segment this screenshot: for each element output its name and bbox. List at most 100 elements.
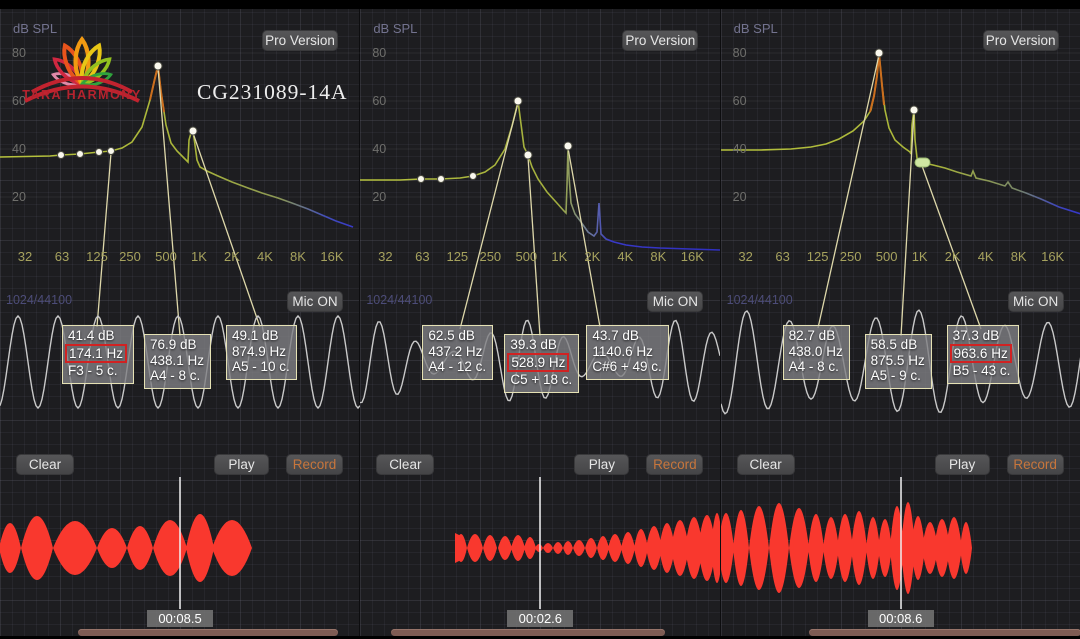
- input-waveform: [720, 309, 1080, 415]
- x-tick: 4K: [617, 249, 634, 264]
- y-tick: 60: [372, 94, 387, 108]
- peak-callout: 82.7 dB 438.0 Hz A4 - 8 c.: [782, 325, 850, 380]
- spectrum-grid: [360, 52, 721, 198]
- peak-callout: 37.3 dB 963.6 Hz B5 - 43 c.: [946, 325, 1019, 384]
- x-tick: 63: [54, 249, 70, 264]
- play-button[interactable]: Play: [934, 454, 990, 475]
- clear-button[interactable]: Clear: [376, 454, 435, 475]
- panel-3-plot: [720, 48, 1080, 609]
- x-tick: 32: [378, 249, 393, 264]
- y-tick: 80: [732, 46, 747, 60]
- waveform-scrollbar[interactable]: [78, 629, 338, 636]
- spectrum-grid: [720, 52, 1080, 198]
- x-tick: 250: [839, 249, 862, 264]
- x-tick: 16K: [1041, 249, 1065, 264]
- panel-1-plot: [0, 52, 360, 609]
- x-tick: 16K: [320, 249, 344, 264]
- record-button[interactable]: Record: [286, 454, 343, 475]
- y-tick: 60: [12, 94, 26, 108]
- x-tick: 32: [738, 249, 753, 264]
- mic-toggle-button[interactable]: Mic ON: [287, 291, 343, 312]
- x-tick: 16K: [680, 249, 704, 264]
- connector-lines: [96, 67, 261, 337]
- recorded-waveform: [720, 502, 972, 594]
- x-tick: 250: [479, 249, 502, 264]
- play-button[interactable]: Play: [214, 454, 269, 475]
- x-tick: 1K: [911, 249, 928, 264]
- y-tick: 40: [732, 142, 747, 156]
- y-tick: 60: [732, 94, 747, 108]
- waveform-scrollbar[interactable]: [391, 629, 666, 636]
- x-tick: 8K: [1010, 249, 1027, 264]
- pro-version-button[interactable]: Pro Version: [262, 30, 338, 51]
- analyzer-panel-2: dB SPL 80 60 40 20 32 63 125 250 500 1K …: [359, 0, 721, 639]
- spectrum-curve: [0, 65, 354, 228]
- y-tick: 80: [372, 46, 387, 60]
- waveform-scrollbar[interactable]: [808, 629, 1080, 636]
- highlighted-frequency: 174.1 Hz: [65, 343, 128, 363]
- play-button[interactable]: Play: [574, 454, 630, 475]
- x-tick: 8K: [650, 249, 667, 264]
- y-tick: 40: [372, 142, 387, 156]
- pro-version-button[interactable]: Pro Version: [982, 30, 1059, 51]
- x-tick: 125: [806, 249, 829, 264]
- peak-callout: 43.7 dB 1140.6 Hz C#6 + 49 c.: [586, 325, 669, 380]
- analyzer-panel-3: dB SPL 80 60 40 20 32 63 125 250 500 1K …: [719, 0, 1080, 639]
- x-tick: 250: [119, 249, 141, 264]
- buffer-samplerate-label: 1024/44100: [726, 293, 793, 307]
- x-tick: 4K: [257, 249, 273, 264]
- highlighted-frequency: 963.6 Hz: [949, 343, 1012, 363]
- x-tick: 500: [515, 249, 538, 264]
- playhead-timestamp: 00:08.5: [147, 610, 213, 627]
- record-button[interactable]: Record: [1006, 454, 1064, 475]
- x-tick: 500: [875, 249, 898, 264]
- playhead-timestamp: 00:02.6: [507, 610, 574, 627]
- y-tick: 80: [12, 46, 26, 60]
- spectrum-peak-highlight: [868, 52, 885, 113]
- db-spl-label: dB SPL: [733, 21, 778, 36]
- x-tick: 1K: [191, 249, 207, 264]
- peak-markers: [874, 48, 931, 168]
- clear-button[interactable]: Clear: [736, 454, 795, 475]
- x-tick: 2K: [584, 249, 601, 264]
- playhead-timestamp: 00:08.6: [867, 610, 934, 627]
- x-tick: 125: [446, 249, 469, 264]
- logo-text: TARA HARMONY: [22, 88, 142, 102]
- top-strip: [0, 0, 1080, 9]
- mic-toggle-button[interactable]: Mic ON: [1007, 291, 1064, 312]
- peak-markers: [57, 61, 198, 159]
- y-tick: 20: [732, 190, 747, 204]
- recorded-waveform: [0, 514, 252, 582]
- highlighted-frequency: 528.9 Hz: [507, 352, 570, 372]
- y-tick: 20: [12, 190, 26, 204]
- buffer-samplerate-label: 1024/44100: [366, 293, 433, 307]
- spectrum-curve: [720, 52, 1080, 215]
- y-tick: 40: [12, 142, 26, 156]
- x-tick: 500: [155, 249, 177, 264]
- x-tick: 1K: [551, 249, 568, 264]
- panel-2-plot: [360, 52, 721, 609]
- buffer-samplerate-label: 1024/44100: [6, 293, 73, 307]
- clear-button[interactable]: Clear: [16, 454, 74, 475]
- record-button[interactable]: Record: [646, 454, 704, 475]
- connector-lines: [459, 102, 601, 337]
- peak-callout: 39.3 dB 528.9 Hz C5 + 18 c.: [504, 334, 580, 393]
- mic-toggle-button[interactable]: Mic ON: [647, 291, 704, 312]
- peak-callout: 58.5 dB 875.5 Hz A5 - 9 c.: [864, 334, 932, 389]
- pro-version-button[interactable]: Pro Version: [622, 30, 699, 51]
- x-tick: 2K: [224, 249, 240, 264]
- peak-callout: 76.9 dB 438.1 Hz A4 - 8 c.: [144, 334, 212, 389]
- x-tick: 63: [775, 249, 790, 264]
- x-tick: 32: [17, 249, 33, 264]
- x-tick: 4K: [977, 249, 994, 264]
- spectrum-peak-highlight: [149, 65, 165, 113]
- spectrum-curve: [360, 100, 721, 251]
- page-title: CG231089-14A: [197, 80, 348, 104]
- spectrum-grid: [0, 52, 360, 198]
- x-tick: 8K: [290, 249, 306, 264]
- x-tick: 63: [415, 249, 430, 264]
- connector-lines: [817, 54, 982, 337]
- recorded-waveform: [455, 513, 721, 583]
- analyzer-panel-1: TARA HARMONY CG231089-14A dB SPL 80 60 4…: [0, 0, 360, 639]
